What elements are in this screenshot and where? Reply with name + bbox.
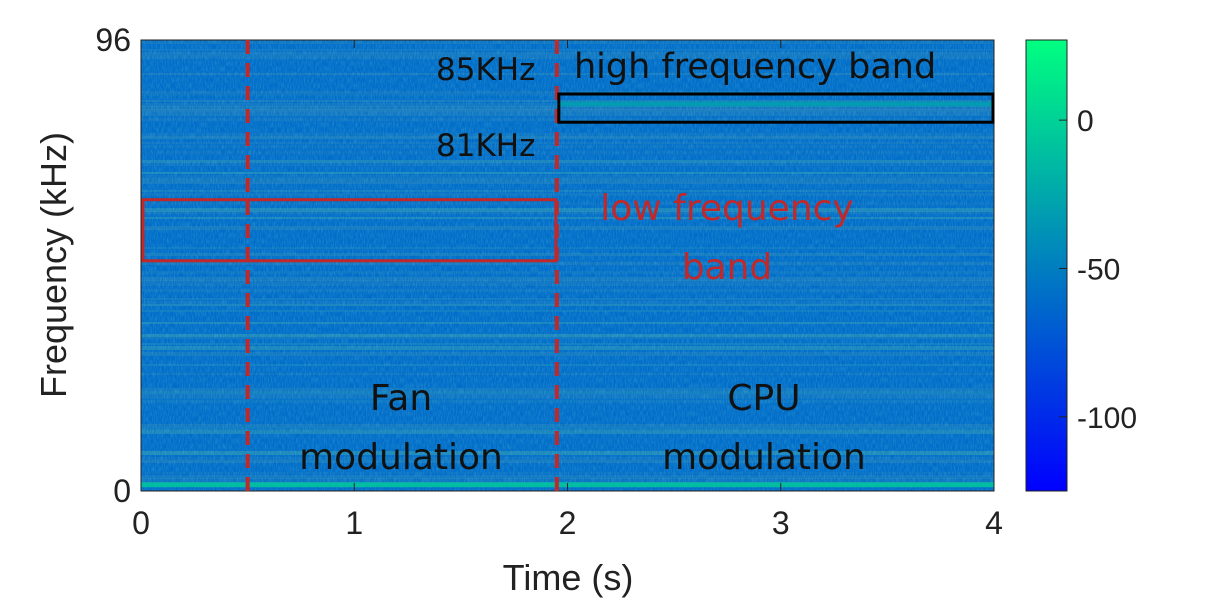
annotation-fan-line2: modulation — [299, 437, 503, 478]
colorbar: 0 -50 -100 — [1025, 39, 1137, 492]
plot-area — [140, 39, 995, 492]
annotation-low-band-line1: low frequency — [600, 188, 853, 229]
spectrogram-noise — [141, 40, 994, 491]
x-tick-label: 3 — [772, 505, 790, 541]
x-tick-label: 0 — [132, 505, 150, 541]
x-tick-label: 4 — [985, 505, 1003, 541]
colorbar-ticks: 0 -50 -100 — [1059, 105, 1137, 435]
y-tick-label: 96 — [95, 22, 131, 58]
annotation-85khz: 85KHz — [436, 52, 535, 88]
x-tick-label: 1 — [345, 505, 363, 541]
high-frequency-band-box — [557, 92, 995, 124]
x-axis: 0 1 2 3 4 — [132, 40, 1003, 541]
colorbar-tick-label: -100 — [1077, 402, 1137, 435]
x-tick-label: 2 — [559, 505, 577, 541]
high-band-energy — [556, 101, 994, 107]
colorbar-tick-label: -50 — [1077, 253, 1120, 286]
y-axis-label: Frequency (kHz) — [33, 132, 74, 398]
annotation-81khz: 81KHz — [436, 128, 535, 164]
annotation-low-band-line2: band — [682, 247, 773, 288]
x-axis-label: Time (s) — [503, 557, 634, 598]
colorbar-gradient — [1025, 39, 1068, 492]
y-tick-label: 0 — [113, 473, 131, 509]
annotation-fan-line1: Fan — [370, 378, 432, 419]
low-frequency-band-box — [141, 198, 558, 263]
annotation-cpu-line2: modulation — [662, 437, 866, 478]
colorbar-tick-label: 0 — [1077, 105, 1094, 138]
annotation-high-band: high frequency band — [574, 47, 936, 87]
y-axis: 0 96 — [95, 22, 149, 509]
annotation-cpu-line1: CPU — [727, 378, 800, 419]
